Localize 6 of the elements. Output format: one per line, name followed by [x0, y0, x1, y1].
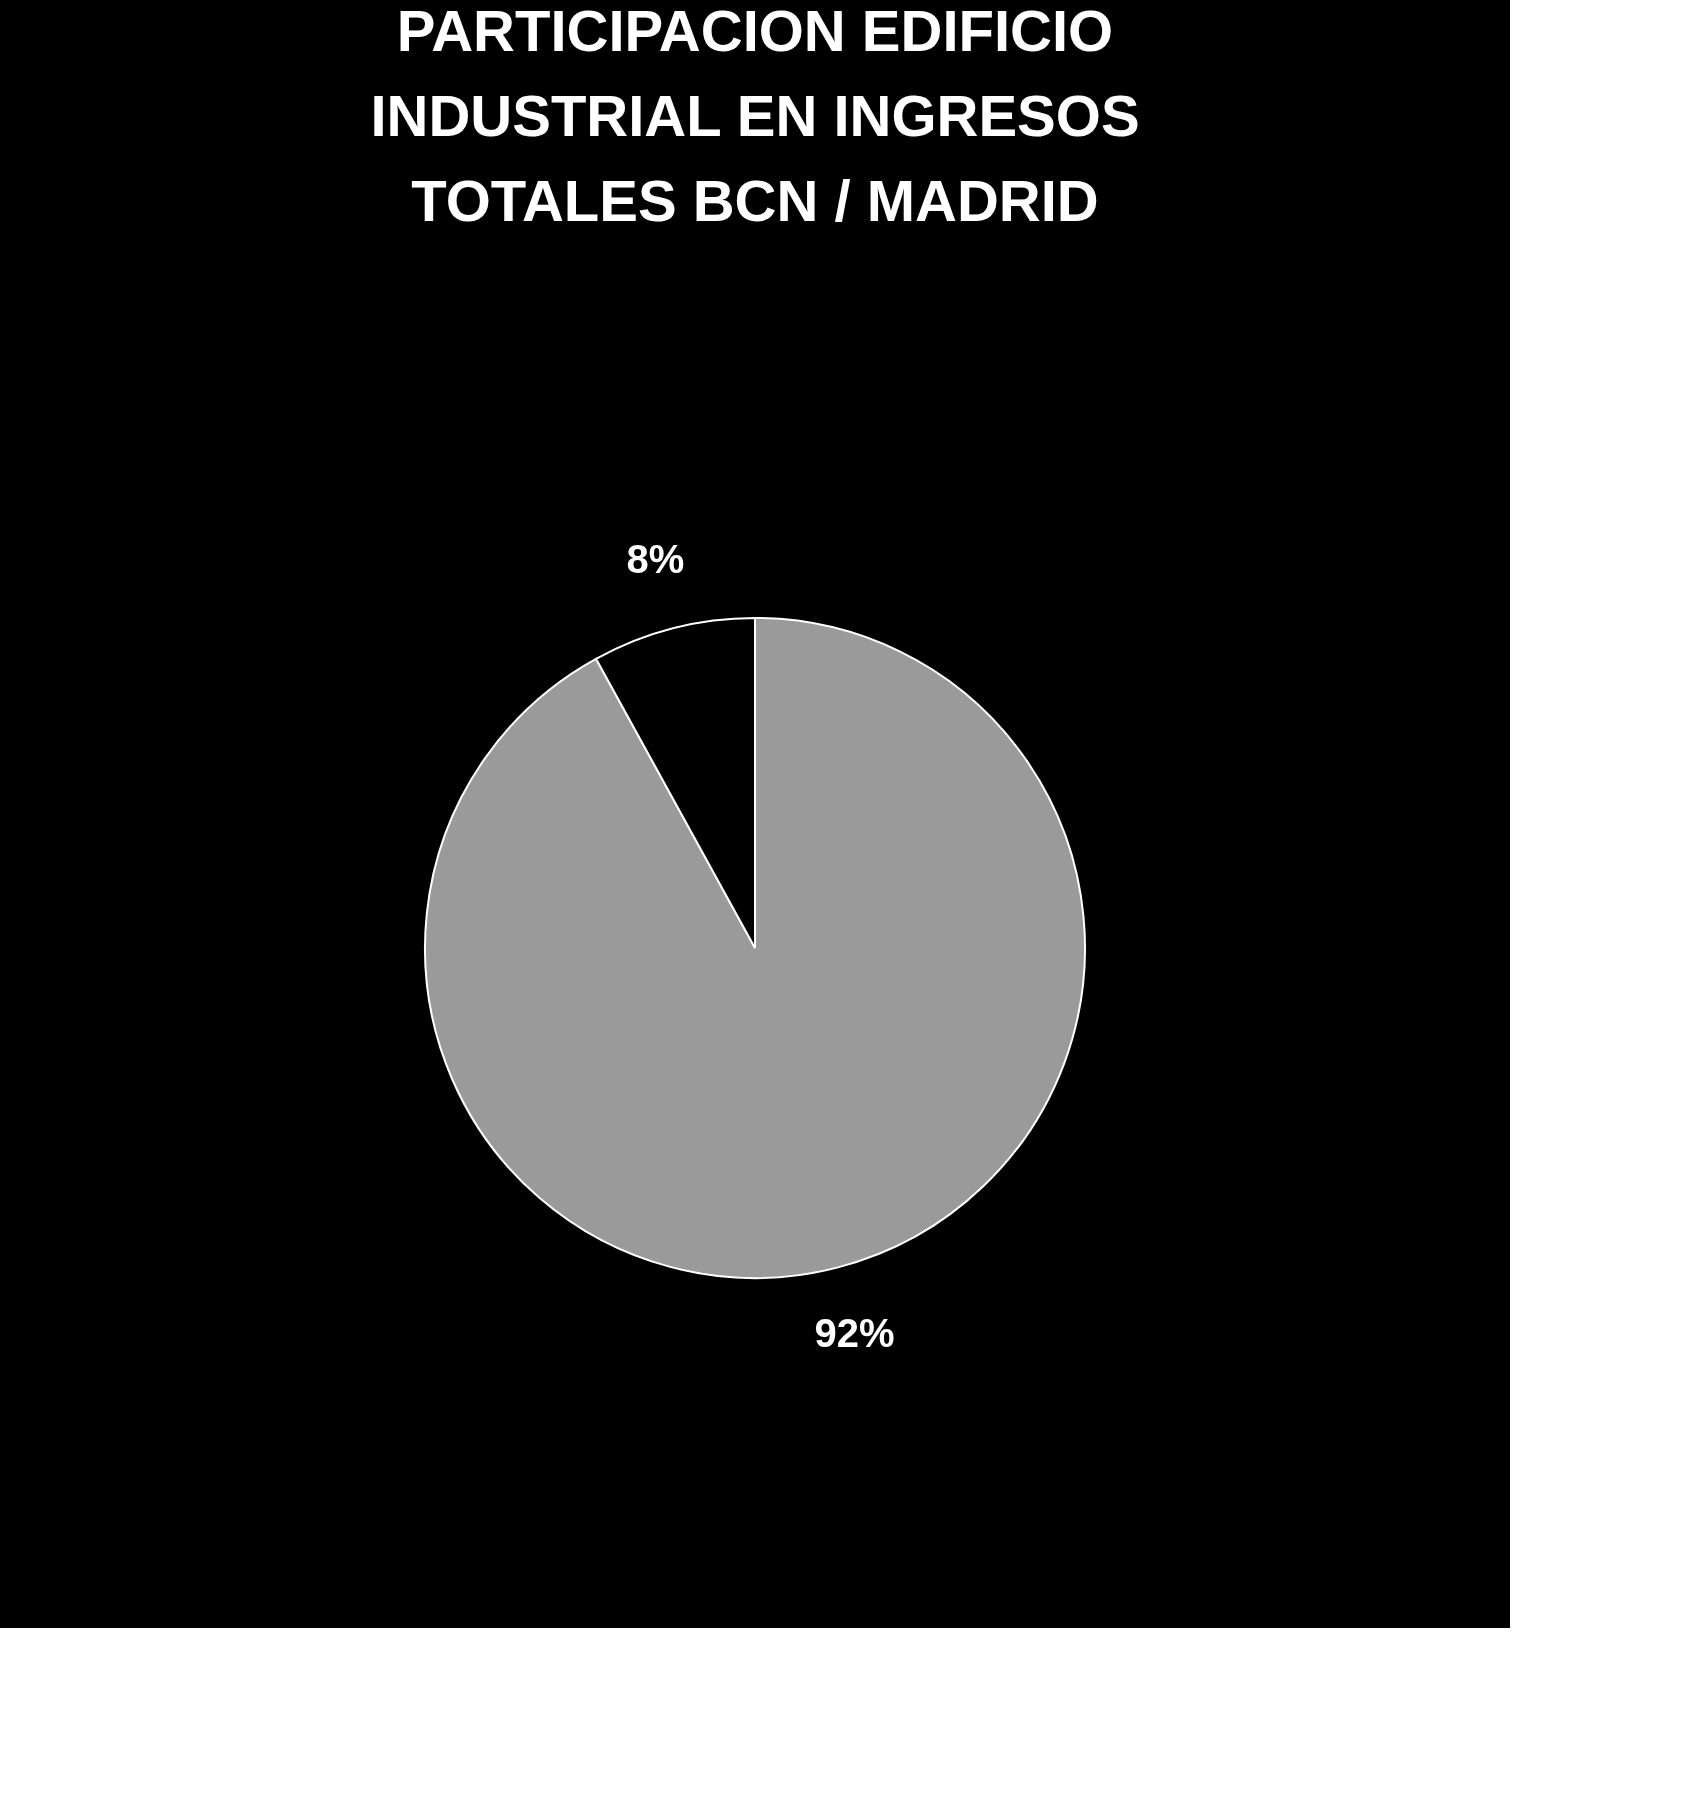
text: TOTALES BCN / MADRID — [411, 168, 1099, 233]
data-label: 92% — [814, 1311, 895, 1356]
text: PARTICIPACION EDIFICIO — [396, 0, 1114, 63]
data-label: 8% — [626, 536, 685, 581]
text: INDUSTRIAL EN INGRESOS — [370, 83, 1140, 148]
pie-slice — [424, 617, 1086, 1279]
